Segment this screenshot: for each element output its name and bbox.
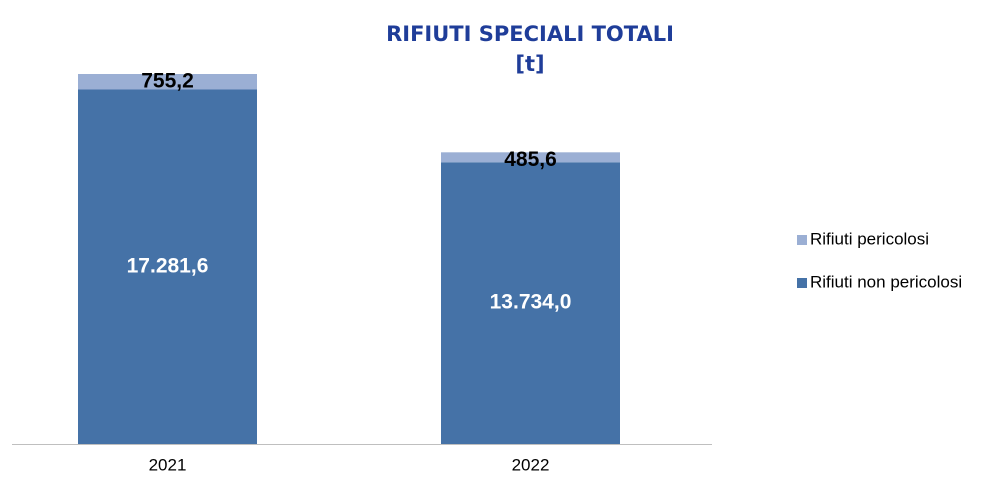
bar-segment [441, 162, 620, 444]
legend-label: Rifiuti pericolosi [810, 229, 929, 248]
chart-subtitle: [t] [515, 52, 544, 76]
data-label: 485,6 [504, 148, 557, 171]
legend-swatch [797, 235, 807, 245]
data-label: 17.281,6 [127, 254, 209, 277]
x-tick-label: 2022 [512, 455, 550, 474]
x-tick-label: 2021 [149, 455, 187, 474]
data-label: 13.734,0 [490, 291, 572, 314]
legend-label: Rifiuti non pericolosi [810, 272, 962, 291]
bar-segment [78, 74, 257, 90]
legend-swatch [797, 278, 807, 288]
bar-segment [78, 89, 257, 444]
chart-title: RIFIUTI SPECIALI TOTALI [386, 22, 674, 46]
data-label: 755,2 [141, 70, 194, 93]
bar-segment [441, 152, 620, 163]
